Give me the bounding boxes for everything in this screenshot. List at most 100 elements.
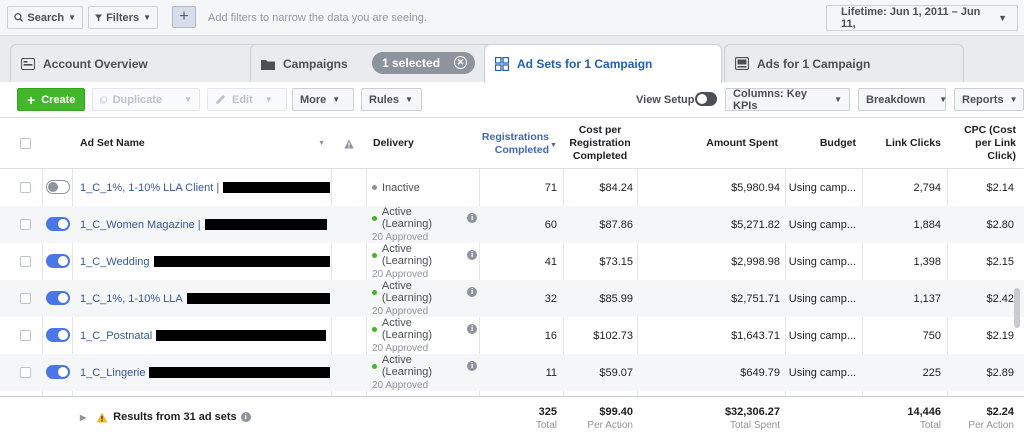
more-label: More [300,93,327,106]
total-value: $99.40 [599,405,633,418]
ad-set-name[interactable]: 1_C_1%, 1-10% LLA Client | [80,181,220,194]
info-icon[interactable]: i [467,250,477,260]
row-checkbox[interactable] [20,330,31,341]
ad-set-name[interactable]: 1_C_1%, 1-10% LLA [80,292,183,305]
cpc-cell: $2.80 [986,218,1014,231]
chevron-down-icon: ▼ [332,95,341,104]
filters-button[interactable]: Filters ▼ [88,6,158,29]
info-icon[interactable]: i [240,412,251,422]
row-checkbox[interactable] [20,293,31,304]
rules-label: Rules [369,93,399,106]
view-setup-toggle[interactable] [695,92,717,106]
total-value: 14,446 [907,405,941,418]
budget-cell[interactable]: Using camp... [788,255,856,268]
add-filter-button[interactable]: + [172,6,196,28]
ad-set-name[interactable]: 1_C_Lingerie [80,366,146,379]
column-header-name[interactable]: Ad Set Name ▼ [80,118,325,169]
row-checkbox[interactable] [20,182,31,193]
columns-button[interactable]: Columns: Key KPIs ▼ [725,88,850,112]
ad-set-toggle[interactable] [46,180,70,194]
select-all-checkbox[interactable] [20,138,31,149]
info-icon[interactable]: i [467,324,477,334]
info-icon[interactable]: i [467,213,477,223]
total-cost-per: $99.40 Per Action [566,397,633,438]
budget-cell[interactable]: Using camp... [788,366,856,379]
ad-set-toggle[interactable] [46,217,70,231]
warning-icon [96,412,108,422]
search-button[interactable]: Search ▼ [7,6,83,29]
ad-set-name[interactable]: 1_C_Women Magazine | [80,218,201,231]
ad-set-name-cell[interactable]: 1_C_Lingerie [80,354,330,391]
registrations-cell: 16 [544,329,557,342]
column-header-link-clicks[interactable]: Link Clicks [885,137,941,149]
reports-label: Reports [962,93,1004,106]
ad-set-toggle[interactable] [46,291,70,305]
chevron-down-icon: ▼ [404,95,413,104]
row-checkbox[interactable] [20,256,31,267]
ad-set-toggle[interactable] [46,254,70,268]
expand-icon[interactable]: ▶ [80,412,87,422]
tab-ad-sets[interactable]: Ad Sets for 1 Campaign [484,44,722,83]
table-row[interactable]: 1_C_Postnatal Active (Learning) i 20 Appr… [0,317,1024,354]
row-checkbox[interactable] [20,219,31,230]
budget-cell[interactable]: Using camp... [788,292,856,305]
chevron-down-icon: ▼ [264,95,273,104]
delivery-status: Active (Learning) [381,317,433,341]
budget-cell[interactable]: Using camp... [788,181,856,194]
column-header-amount[interactable]: Amount Spent [706,137,778,149]
plus-icon: + [27,91,36,108]
row-checkbox[interactable] [20,367,31,378]
ad-set-name-cell[interactable]: 1_C_1%, 1-10% LLA [80,280,330,317]
chevron-down-icon: ▼ [68,13,76,22]
more-button[interactable]: More ▼ [292,88,354,111]
view-setup-label: View Setup [636,94,695,106]
duplicate-button[interactable]: Duplicate ▼ [92,88,200,111]
column-header-cost-per[interactable]: Cost per Registration Completed [569,124,631,162]
table-row[interactable]: 1_C_Lingerie Active (Learning) i 20 Appro… [0,354,1024,391]
redaction-bar [156,330,327,341]
ad-set-toggle[interactable] [46,365,70,379]
table-row[interactable]: 1_C_Wedding Active (Learning) i 20 Approv… [0,243,1024,280]
ad-set-name-cell[interactable]: 1_C_Postnatal [80,317,330,354]
total-label: Per Action [968,419,1014,431]
date-range-picker[interactable]: Lifetime: Jun 1, 2011 – Jun 11, ▼ [826,5,1018,31]
budget-cell[interactable]: Using camp... [788,329,856,342]
info-icon[interactable]: i [467,287,477,297]
column-header-warning[interactable] [336,118,362,169]
ad-set-name[interactable]: 1_C_Wedding [80,255,150,268]
tab-label: Account Overview [43,56,148,71]
table-row[interactable]: 1_C_1%, 1-10% LLA Active (Learning) i 20 … [0,280,1024,317]
ad-set-name[interactable]: 1_C_Postnatal [80,329,153,342]
breakdown-button[interactable]: Breakdown ▼ [858,88,947,111]
chevron-down-icon: ▼ [143,13,151,22]
vertical-scrollbar[interactable] [1014,288,1020,328]
close-icon[interactable]: ✕ [454,56,467,69]
tab-ads[interactable]: Ads for 1 Campaign [724,44,964,82]
rules-button[interactable]: Rules ▼ [361,88,422,111]
redaction-bar [204,219,327,230]
selected-pill[interactable]: 1 selected ✕ [372,52,475,74]
ad-set-name-cell[interactable]: 1_C_1%, 1-10% LLA Client | [80,169,330,206]
search-icon [14,13,24,22]
tab-account-overview[interactable]: Account Overview [10,44,260,82]
column-header-budget[interactable]: Budget [819,137,856,149]
ad-set-name-cell[interactable]: 1_C_Wedding [80,243,330,280]
results-summary[interactable]: ▶ Results from 31 ad sets i [80,411,251,423]
registrations-cell: 41 [544,255,557,268]
status-dot [372,215,377,221]
cost-per-cell: $102.73 [593,329,633,342]
column-header-registrations[interactable]: Registrations Completed [482,118,549,169]
table-row[interactable]: 1_C_1%, 1-10% LLA Client | Inactive 71 $… [0,169,1024,206]
reports-button[interactable]: Reports ▼ [954,88,1024,111]
amount-spent-cell: $2,751.71 [731,292,780,305]
table-row[interactable]: 1_C_Women Magazine | Active (Learning) i … [0,206,1024,243]
create-button[interactable]: + Create [17,88,85,111]
budget-cell[interactable]: Using camp... [788,218,856,231]
column-header-cpc[interactable]: CPC (Cost per Link Click) [964,124,1016,162]
edit-button[interactable]: Edit ▼ [207,88,287,111]
info-icon[interactable]: i [467,361,477,371]
account-icon [21,57,35,70]
ad-set-toggle[interactable] [46,328,70,342]
ad-set-name-cell[interactable]: 1_C_Women Magazine | [80,206,330,243]
column-header-delivery[interactable]: Delivery [373,137,414,149]
